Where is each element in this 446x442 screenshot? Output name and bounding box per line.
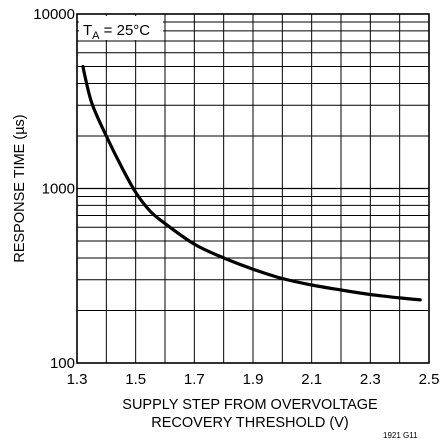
x-tick-label: 2.1 (301, 371, 322, 388)
y-tick-label: 1000 (42, 181, 75, 198)
annotation-sub: A (92, 30, 100, 42)
y-tick-label: 100 (50, 355, 75, 372)
svg-text:TA = 25°C: TA = 25°C (83, 22, 150, 42)
x-axis-label-line2: RECOVERY THRESHOLD (V) (151, 415, 348, 431)
temperature-annotation: TA = 25°C (79, 16, 163, 42)
x-tick-label: 1.9 (243, 371, 264, 388)
y-tick-label: 10000 (33, 6, 75, 23)
x-tick-label: 1.7 (184, 371, 205, 388)
x-axis-label-line1: SUPPLY STEP FROM OVERVOLTAGE (122, 397, 378, 413)
x-tick-labels: 1.3 1.5 1.7 1.9 2.1 2.3 2.5 (67, 371, 440, 388)
series-layer (81, 64, 422, 302)
x-tick-label: 2.5 (419, 371, 440, 388)
figure-id: 1921 G11 (383, 431, 418, 440)
annotation-main: T (83, 22, 92, 39)
x-tick-label: 1.5 (125, 371, 146, 388)
annotation-rest: = 25°C (100, 22, 151, 39)
grid (77, 14, 429, 363)
y-tick-labels: 100 1000 10000 (33, 6, 75, 372)
series-line-0 (81, 64, 422, 302)
x-tick-label: 1.3 (67, 371, 88, 388)
y-axis-label: RESPONSE TIME (µs) (12, 114, 28, 262)
plot-frame (76, 13, 430, 364)
x-tick-label: 2.3 (360, 371, 381, 388)
